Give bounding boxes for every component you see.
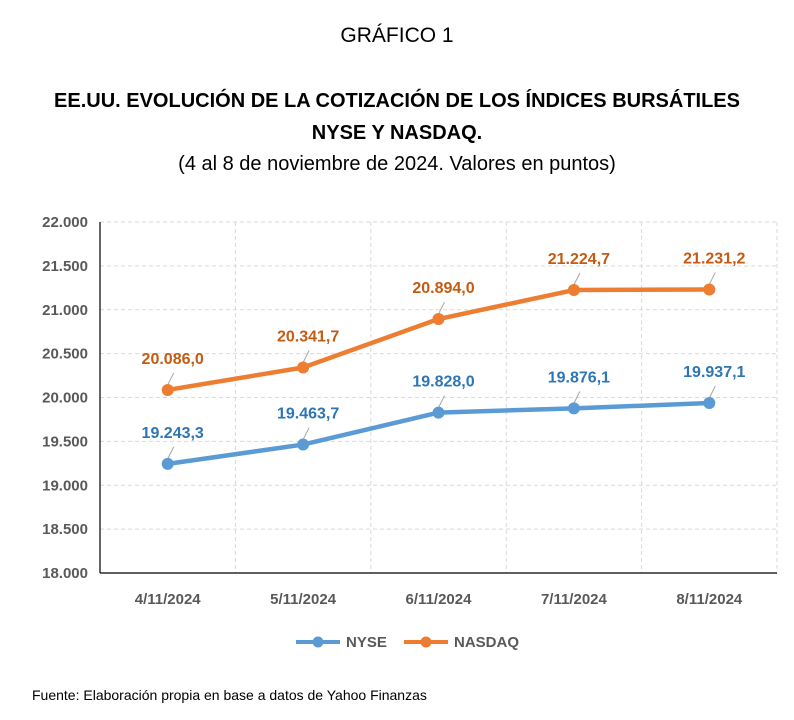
legend-label: NYSE (346, 634, 387, 651)
x-tick-label: 6/11/2024 (406, 591, 473, 608)
x-tick-label: 8/11/2024 (676, 591, 743, 608)
y-tick-label: 18.000 (42, 565, 88, 582)
data-label: 20.086,0 (142, 351, 204, 368)
data-label: 19.463,7 (277, 406, 339, 423)
data-label-leader (708, 272, 716, 285)
legend-marker (312, 636, 324, 648)
data-point (297, 361, 310, 374)
data-label-leader (438, 395, 445, 408)
data-label-leader (708, 385, 716, 399)
data-label: 20.894,0 (412, 280, 474, 297)
data-point (567, 402, 580, 415)
data-label-leader (573, 391, 581, 404)
data-label-leader (573, 272, 581, 286)
data-label: 21.231,2 (683, 250, 745, 267)
chart-title-line1: EE.UU. EVOLUCIÓN DE LA COTIZACIÓN DE LOS… (54, 90, 740, 112)
data-label: 19.937,1 (683, 364, 745, 381)
x-tick-label: 7/11/2024 (541, 591, 608, 608)
data-label-leader (302, 350, 310, 363)
data-label: 21.224,7 (548, 251, 610, 268)
data-point (703, 283, 716, 296)
data-point (161, 457, 174, 470)
data-point (297, 438, 310, 451)
y-tick-label: 22.000 (42, 214, 88, 231)
legend-label: NASDAQ (454, 634, 519, 651)
data-label-leader (167, 372, 175, 386)
data-point (703, 397, 716, 410)
data-point (432, 406, 445, 419)
y-tick-label: 18.500 (42, 521, 88, 538)
y-tick-label: 20.000 (42, 390, 88, 407)
data-point (161, 383, 174, 396)
data-point (567, 284, 580, 297)
legend-marker (420, 636, 432, 648)
y-tick-label: 21.000 (42, 302, 88, 319)
chart-title-line2: NYSE Y NASDAQ. (311, 122, 483, 144)
data-label: 19.876,1 (548, 369, 610, 386)
x-tick-label: 5/11/2024 (270, 591, 337, 608)
data-label-leader (302, 427, 310, 440)
x-tick-label: 4/11/2024 (135, 591, 202, 608)
data-point (432, 313, 445, 326)
data-label: 19.243,3 (142, 425, 204, 442)
data-label-leader (438, 301, 445, 315)
figure-label: GRÁFICO 1 (340, 24, 454, 47)
data-label-leader (167, 446, 175, 460)
y-tick-label: 19.500 (42, 433, 88, 450)
source-note: Fuente: Elaboración propia en base a dat… (32, 687, 427, 703)
data-label: 19.828,0 (412, 374, 474, 391)
chart-subtitle: (4 al 8 de noviembre de 2024. Valores en… (178, 153, 616, 175)
y-tick-label: 19.000 (42, 477, 88, 494)
y-tick-label: 20.500 (42, 346, 88, 363)
data-label: 20.341,7 (277, 329, 339, 346)
y-tick-label: 21.500 (42, 258, 88, 275)
